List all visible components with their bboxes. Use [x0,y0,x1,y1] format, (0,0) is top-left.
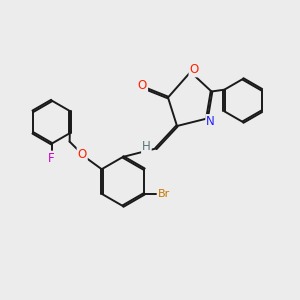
Text: F: F [48,152,55,165]
Text: Br: Br [158,189,170,199]
Text: N: N [206,115,215,128]
Text: O: O [190,63,199,76]
Text: O: O [78,148,87,161]
Text: H: H [142,140,151,153]
Text: O: O [138,79,147,92]
